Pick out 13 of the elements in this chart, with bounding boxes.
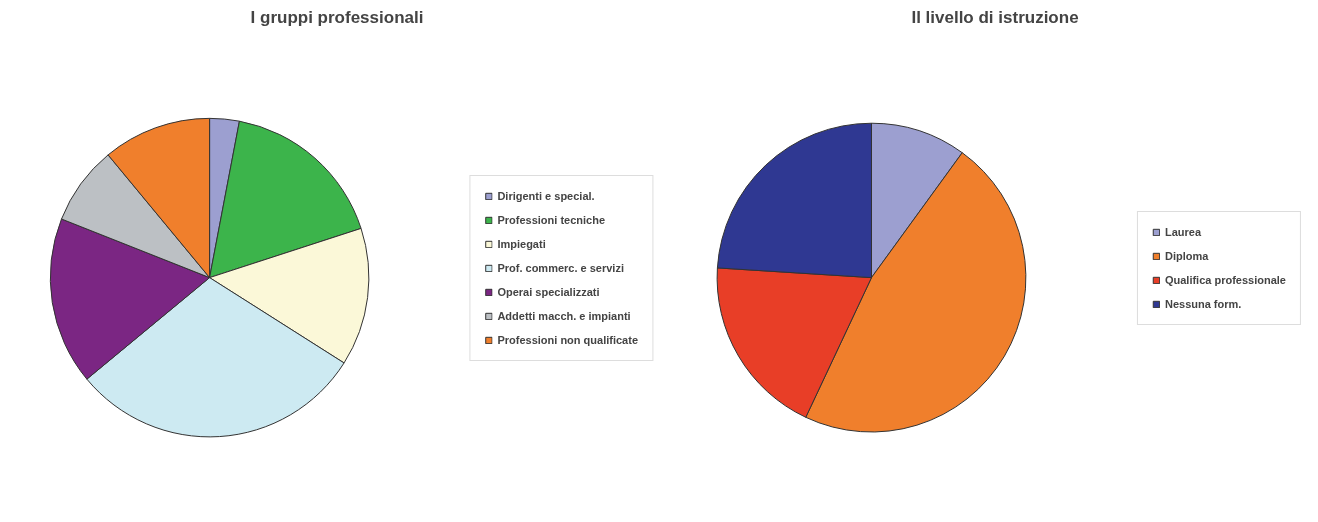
legend-label: Qualifica professionale (1164, 274, 1286, 286)
legend-label: Nessuna form. (1164, 298, 1242, 310)
legend-label: Impiegati (497, 238, 546, 250)
legend-label: Operai specializzati (497, 286, 600, 298)
chart-title: I gruppi professionali (250, 7, 424, 27)
legend-label: Professioni non qualificate (497, 334, 638, 346)
legend-label: Laurea (1164, 226, 1202, 238)
legend-label: Dirigenti e special. (497, 190, 595, 202)
legend-label: Addetti macch. e impianti (497, 310, 631, 322)
legend-label: Diploma (1164, 250, 1209, 262)
chart-title: Il livello di istruzione (911, 7, 1079, 27)
legend-label: Professioni tecniche (497, 214, 606, 226)
legend-label: Prof. commerc. e servizi (497, 262, 624, 274)
